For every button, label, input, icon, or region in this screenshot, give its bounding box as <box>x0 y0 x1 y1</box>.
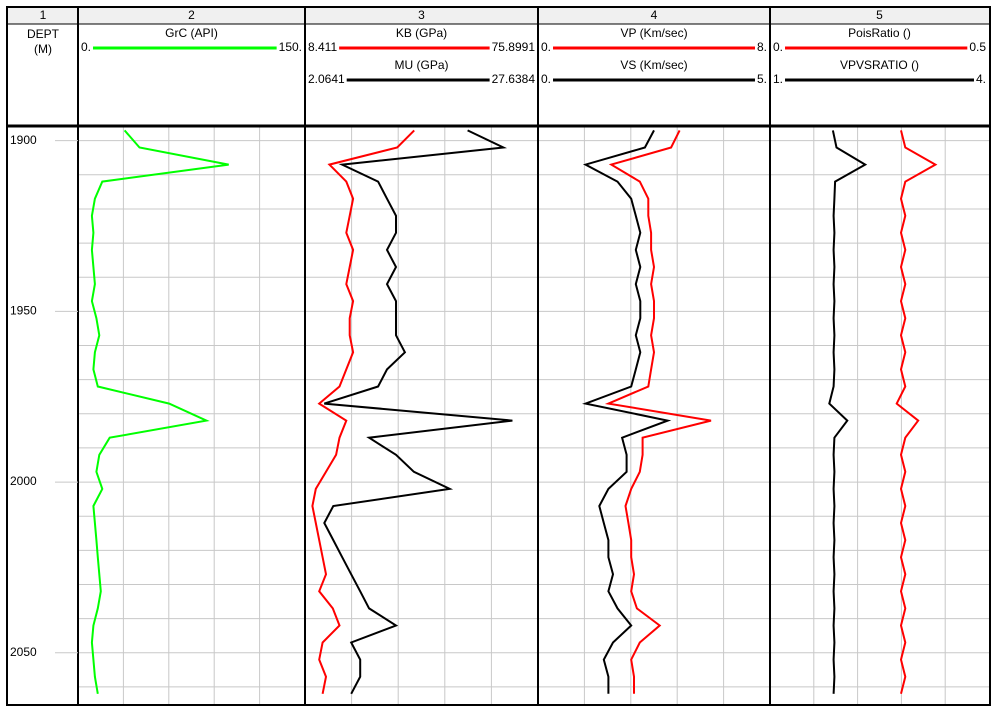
depth-unit: (M) <box>34 42 52 56</box>
log-curve <box>582 129 672 694</box>
curve-name: VP (Km/sec) <box>620 26 687 40</box>
log-curve <box>604 129 712 694</box>
log-curve <box>311 129 415 694</box>
scale-min: 0. <box>541 72 551 86</box>
depth-label: 2000 <box>10 474 37 488</box>
track-number: 4 <box>651 8 658 22</box>
frame <box>6 6 991 706</box>
depth-label: 1950 <box>10 304 37 318</box>
scale-max: 75.8991 <box>492 40 536 54</box>
scale-min: 0. <box>541 40 551 54</box>
scale-max: 150. <box>279 40 302 54</box>
scale-max: 8. <box>757 40 767 54</box>
track-number: 1 <box>40 8 47 22</box>
depth-label: 1900 <box>10 133 37 147</box>
track-number-row <box>8 8 989 24</box>
log-curve <box>828 130 868 694</box>
depth-title: DEPT <box>27 27 60 41</box>
curve-name: GrC (API) <box>165 26 218 40</box>
curve-name: PoisRatio () <box>848 26 911 40</box>
track-number: 2 <box>188 8 195 22</box>
scale-max: 27.6384 <box>492 72 536 86</box>
scale-min: 2.0641 <box>308 72 345 86</box>
scale-min: 0. <box>773 40 783 54</box>
scale-max: 4. <box>976 72 986 86</box>
scale-min: 0. <box>81 40 91 54</box>
curve-name: MU (GPa) <box>395 58 449 72</box>
curve-name: VS (Km/sec) <box>620 58 687 72</box>
scale-min: 8.411 <box>308 40 337 54</box>
depth-label: 2050 <box>10 645 37 659</box>
scale-max: 5. <box>757 72 767 86</box>
track-number: 5 <box>876 8 883 22</box>
scale-min: 1. <box>773 72 783 86</box>
curve-name: KB (GPa) <box>396 26 447 40</box>
log-curve <box>895 130 938 695</box>
scale-max: 0.5 <box>969 40 986 54</box>
log-curve <box>323 129 513 695</box>
track-number: 3 <box>418 8 425 22</box>
log-curve <box>90 129 229 694</box>
curve-name: VPVSRATIO () <box>840 58 919 72</box>
